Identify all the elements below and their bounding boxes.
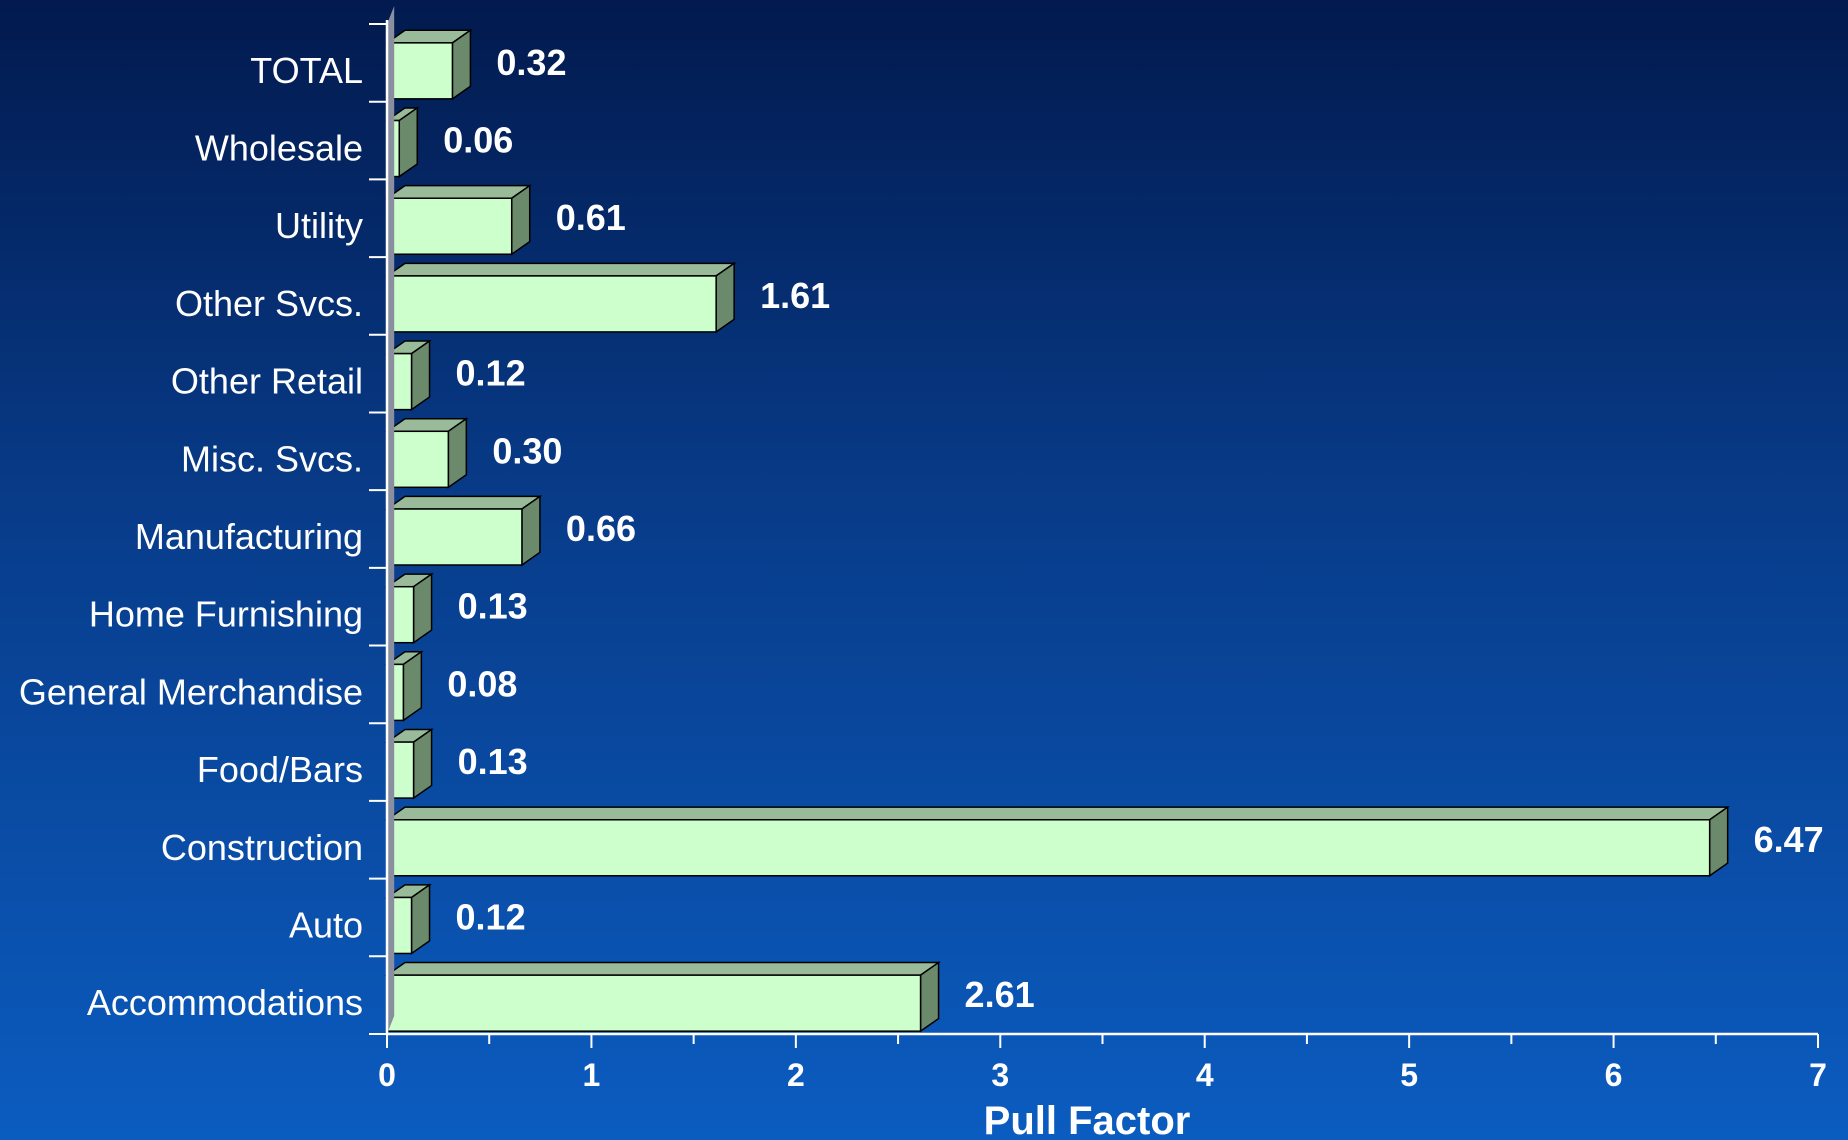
category-label: Auto bbox=[289, 904, 363, 945]
bar-side-face bbox=[410, 339, 431, 412]
bar-side-face bbox=[447, 417, 468, 489]
category-label: Food/Bars bbox=[197, 749, 363, 790]
bar-top-face bbox=[384, 495, 543, 510]
category-label: Misc. Svcs. bbox=[181, 438, 363, 479]
bar bbox=[384, 417, 469, 489]
category-label: Manufacturing bbox=[135, 516, 363, 557]
axis-wall bbox=[387, 6, 395, 1034]
value-label: 0.06 bbox=[443, 120, 513, 161]
bar-front-face bbox=[386, 430, 450, 489]
x-tick-label: 0 bbox=[378, 1057, 396, 1093]
bar-side-face bbox=[919, 961, 940, 1033]
labels-group: TOTAL 0.32 Wholesale 0.06 Utility 0.61 Other S… bbox=[19, 42, 1827, 1093]
bar-side-face bbox=[510, 184, 531, 256]
category-label: Construction bbox=[161, 827, 363, 868]
bar bbox=[384, 883, 432, 955]
value-label: 2.61 bbox=[965, 974, 1035, 1015]
value-label: 0.66 bbox=[566, 508, 636, 549]
value-label: 0.12 bbox=[456, 353, 526, 394]
bar bbox=[384, 28, 473, 101]
x-tick-label: 3 bbox=[991, 1057, 1009, 1093]
bar-side-face bbox=[715, 261, 735, 334]
bar-side-face bbox=[412, 572, 433, 645]
bar bbox=[384, 805, 1731, 878]
bar-side-face bbox=[398, 106, 419, 178]
category-label: Accommodations bbox=[87, 982, 363, 1023]
value-label: 0.12 bbox=[456, 896, 526, 937]
x-tick-label: 7 bbox=[1809, 1057, 1827, 1093]
value-label: 0.61 bbox=[556, 197, 626, 238]
bar-front-face bbox=[386, 974, 922, 1032]
bar bbox=[384, 184, 533, 256]
bar bbox=[384, 494, 543, 567]
bar-front-face bbox=[386, 275, 717, 333]
x-tick-label: 5 bbox=[1400, 1057, 1418, 1093]
value-label: 6.47 bbox=[1754, 819, 1824, 860]
category-label: Other Svcs. bbox=[175, 283, 363, 324]
x-tick-label: 1 bbox=[583, 1057, 601, 1093]
bar-top-face bbox=[384, 184, 533, 199]
bar-front-face bbox=[386, 42, 454, 100]
x-tick-label: 2 bbox=[787, 1057, 805, 1093]
value-label: 0.30 bbox=[492, 430, 562, 471]
axes-group bbox=[369, 6, 1819, 1048]
value-label: 1.61 bbox=[760, 275, 830, 316]
bar-side-face bbox=[451, 28, 472, 101]
bar-top-face bbox=[384, 806, 1731, 821]
category-label: TOTAL bbox=[250, 50, 363, 91]
bar-side-face bbox=[410, 883, 431, 955]
bar-front-face bbox=[386, 508, 523, 566]
bars-group bbox=[384, 28, 1731, 1033]
bar-top-face bbox=[384, 961, 941, 976]
category-label: General Merchandise bbox=[19, 671, 363, 712]
bar-side-face bbox=[1708, 805, 1729, 878]
bar-side-face bbox=[402, 650, 423, 722]
bar bbox=[384, 261, 737, 334]
bar bbox=[384, 961, 941, 1033]
value-label: 0.32 bbox=[496, 42, 566, 83]
x-tick-label: 6 bbox=[1605, 1057, 1623, 1093]
bar-side-face bbox=[412, 728, 433, 800]
bar-front-face bbox=[386, 819, 1711, 877]
bar-top-face bbox=[384, 262, 737, 277]
value-label: 0.13 bbox=[458, 741, 528, 782]
value-label: 0.08 bbox=[447, 663, 517, 704]
x-tick-label: 4 bbox=[1196, 1057, 1214, 1093]
bar-side-face bbox=[521, 494, 541, 567]
category-label: Home Furnishing bbox=[89, 594, 363, 635]
category-label: Wholesale bbox=[195, 128, 363, 169]
category-label: Other Retail bbox=[171, 361, 363, 402]
category-label: Utility bbox=[275, 205, 363, 246]
x-axis-title: Pull Factor bbox=[984, 1099, 1191, 1140]
bar-front-face bbox=[386, 197, 513, 255]
value-label: 0.13 bbox=[458, 586, 528, 627]
